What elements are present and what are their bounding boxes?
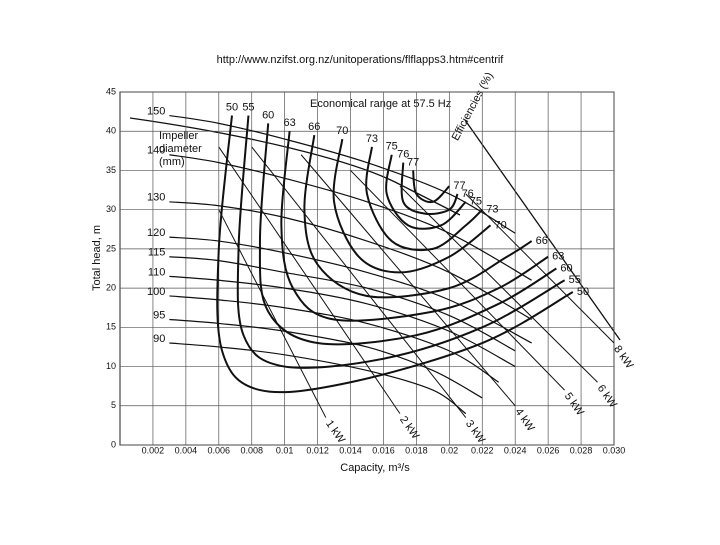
x-tick-label: 0.030 bbox=[603, 445, 626, 455]
x-tick-label: 0.028 bbox=[570, 445, 593, 455]
efficiency-label: 55 bbox=[569, 274, 581, 286]
power-label: 2 kW bbox=[397, 414, 422, 442]
y-tick-label: 5 bbox=[111, 400, 116, 410]
x-tick-label: 0.014 bbox=[339, 445, 362, 455]
efficiency-label: 77 bbox=[453, 180, 465, 192]
efficiency-label: 66 bbox=[308, 121, 320, 133]
efficiency-label: 50 bbox=[577, 286, 589, 298]
y-tick-label: 35 bbox=[106, 165, 116, 175]
boundary-line bbox=[464, 119, 621, 341]
series-label: 140 bbox=[147, 145, 165, 157]
efficiency-label: 70 bbox=[336, 125, 348, 137]
y-tick-label: 0 bbox=[111, 439, 116, 449]
y-tick-label: 30 bbox=[106, 204, 116, 214]
impeller-curve bbox=[169, 154, 532, 281]
power-label: 3 kW bbox=[463, 418, 488, 446]
y-tick-label: 40 bbox=[106, 126, 116, 136]
efficiency-curve bbox=[365, 146, 483, 252]
power-label: 5 kW bbox=[562, 391, 587, 419]
impeller-curve bbox=[169, 201, 532, 321]
impeller-note: (mm) bbox=[159, 156, 185, 168]
series-label: 120 bbox=[147, 227, 165, 239]
x-tick-label: 0.024 bbox=[504, 445, 527, 455]
efficiency-curve bbox=[280, 131, 549, 322]
impeller-curve bbox=[169, 295, 500, 383]
efficiency-label: 75 bbox=[386, 141, 398, 153]
efficiency-label: 73 bbox=[486, 204, 498, 216]
efficiency-curve bbox=[385, 154, 467, 230]
x-tick-label: 0.02 bbox=[441, 445, 459, 455]
power-line bbox=[218, 209, 327, 418]
power-label: 4 kW bbox=[512, 406, 537, 434]
x-tick-label: 0.008 bbox=[240, 445, 263, 455]
chart-title: http://www.nzifst.org.nz/unitoperations/… bbox=[217, 54, 505, 66]
efficiency-label: 55 bbox=[242, 101, 254, 113]
efficiency-curve bbox=[332, 138, 492, 274]
efficiency-label: 60 bbox=[262, 109, 274, 121]
range-note: Economical range at 57.5 Hz bbox=[310, 98, 451, 110]
x-axis-label: Capacity, m³/s bbox=[340, 462, 410, 474]
x-tick-label: 0.026 bbox=[537, 445, 560, 455]
impeller-note: Impeller bbox=[159, 130, 198, 142]
power-label: 8 kW bbox=[611, 344, 636, 372]
impeller-curve bbox=[169, 342, 467, 415]
efficiency-label: 76 bbox=[397, 149, 409, 161]
impeller-note: diameter bbox=[159, 143, 202, 155]
series-label: 95 bbox=[153, 309, 165, 321]
efficiency-curve bbox=[236, 115, 566, 369]
series-label: 110 bbox=[148, 266, 166, 278]
efficiency-label: 60 bbox=[560, 262, 572, 274]
x-tick-label: 0.01 bbox=[276, 445, 294, 455]
y-tick-label: 15 bbox=[106, 322, 116, 332]
series-label: 90 bbox=[153, 333, 165, 345]
power-line bbox=[465, 193, 615, 344]
x-tick-label: 0.002 bbox=[142, 445, 165, 455]
efficiency-label: 76 bbox=[462, 188, 474, 200]
y-tick-label: 20 bbox=[106, 282, 116, 292]
efficiency-curve bbox=[400, 162, 459, 215]
x-tick-label: 0.022 bbox=[471, 445, 494, 455]
series-label: 150 bbox=[147, 105, 165, 117]
power-line bbox=[399, 185, 598, 383]
efficiency-label: 73 bbox=[366, 133, 378, 145]
x-tick-label: 0.012 bbox=[306, 445, 329, 455]
power-line bbox=[350, 170, 565, 391]
efficiency-label: 75 bbox=[470, 196, 482, 208]
y-tick-label: 45 bbox=[106, 86, 116, 96]
impeller-curve bbox=[169, 114, 516, 234]
efficiency-curve bbox=[303, 135, 533, 299]
efficiency-curve bbox=[258, 123, 557, 346]
efficiency-label: 63 bbox=[283, 117, 295, 129]
efficiency-label: 66 bbox=[536, 235, 548, 247]
power-line bbox=[300, 154, 516, 407]
x-tick-label: 0.006 bbox=[208, 445, 231, 455]
power-line bbox=[251, 146, 467, 418]
efficiency-label: 77 bbox=[407, 156, 419, 168]
efficiency-curve bbox=[216, 115, 574, 394]
efficiency-curve bbox=[412, 170, 451, 204]
y-tick-label: 10 bbox=[106, 361, 116, 371]
series-label: 100 bbox=[147, 286, 165, 298]
x-tick-label: 0.018 bbox=[405, 445, 428, 455]
efficiency-label: 50 bbox=[226, 101, 238, 113]
efficiency-label: 70 bbox=[495, 219, 507, 231]
x-tick-label: 0.004 bbox=[175, 445, 198, 455]
y-axis-label: Total head, m bbox=[91, 225, 103, 291]
efficiency-label: 63 bbox=[552, 251, 564, 263]
power-label: 6 kW bbox=[595, 383, 620, 411]
y-tick-label: 25 bbox=[106, 243, 116, 253]
impeller-curve bbox=[169, 275, 516, 368]
x-tick-label: 0.016 bbox=[372, 445, 395, 455]
series-label: 115 bbox=[148, 247, 166, 259]
power-line bbox=[218, 146, 401, 414]
series-label: 130 bbox=[147, 192, 165, 204]
power-label: 1 kW bbox=[323, 418, 348, 446]
